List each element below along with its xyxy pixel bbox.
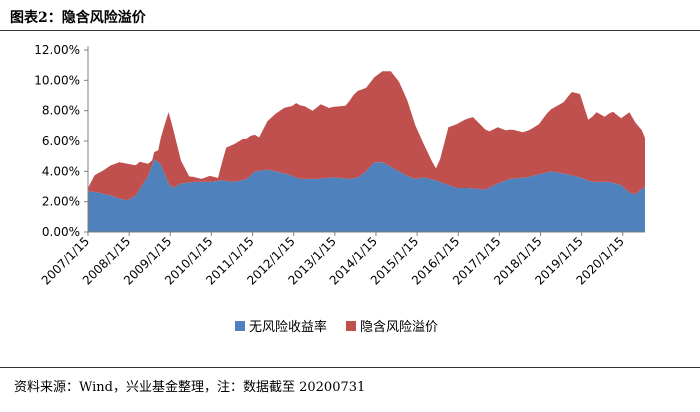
source-note: 资料来源：Wind，兴业基金整理，注：数据截至 20200731: [14, 380, 366, 395]
series-area-risk-premium: [88, 71, 645, 201]
y-tick-label: 8.00%: [42, 104, 80, 118]
legend-label-risk-premium: 隐含风险溢价: [360, 319, 438, 335]
y-tick-label: 12.00%: [34, 43, 80, 57]
y-tick-label: 0.00%: [42, 225, 80, 239]
y-tick-label: 2.00%: [42, 195, 80, 209]
legend: 无风险收益率 隐含风险溢价: [235, 319, 438, 335]
y-tick-label: 6.00%: [42, 134, 80, 148]
area-layer: [88, 71, 645, 232]
series-area-risk-free: [88, 159, 645, 232]
y-tick-label: 10.00%: [34, 73, 80, 87]
legend-label-risk-free: 无风险收益率: [249, 319, 327, 335]
legend-swatch-risk-premium: [346, 321, 356, 331]
y-tick-label: 4.00%: [42, 164, 80, 178]
top-rule: [0, 30, 700, 31]
legend-swatch-risk-free: [235, 321, 245, 331]
stacked-area-chart: 0.00%2.00%4.00%6.00%8.00%10.00%12.00%200…: [34, 43, 645, 335]
bottom-rule: [0, 367, 700, 368]
figure-title: 图表2：隐含风险溢价: [10, 10, 146, 26]
